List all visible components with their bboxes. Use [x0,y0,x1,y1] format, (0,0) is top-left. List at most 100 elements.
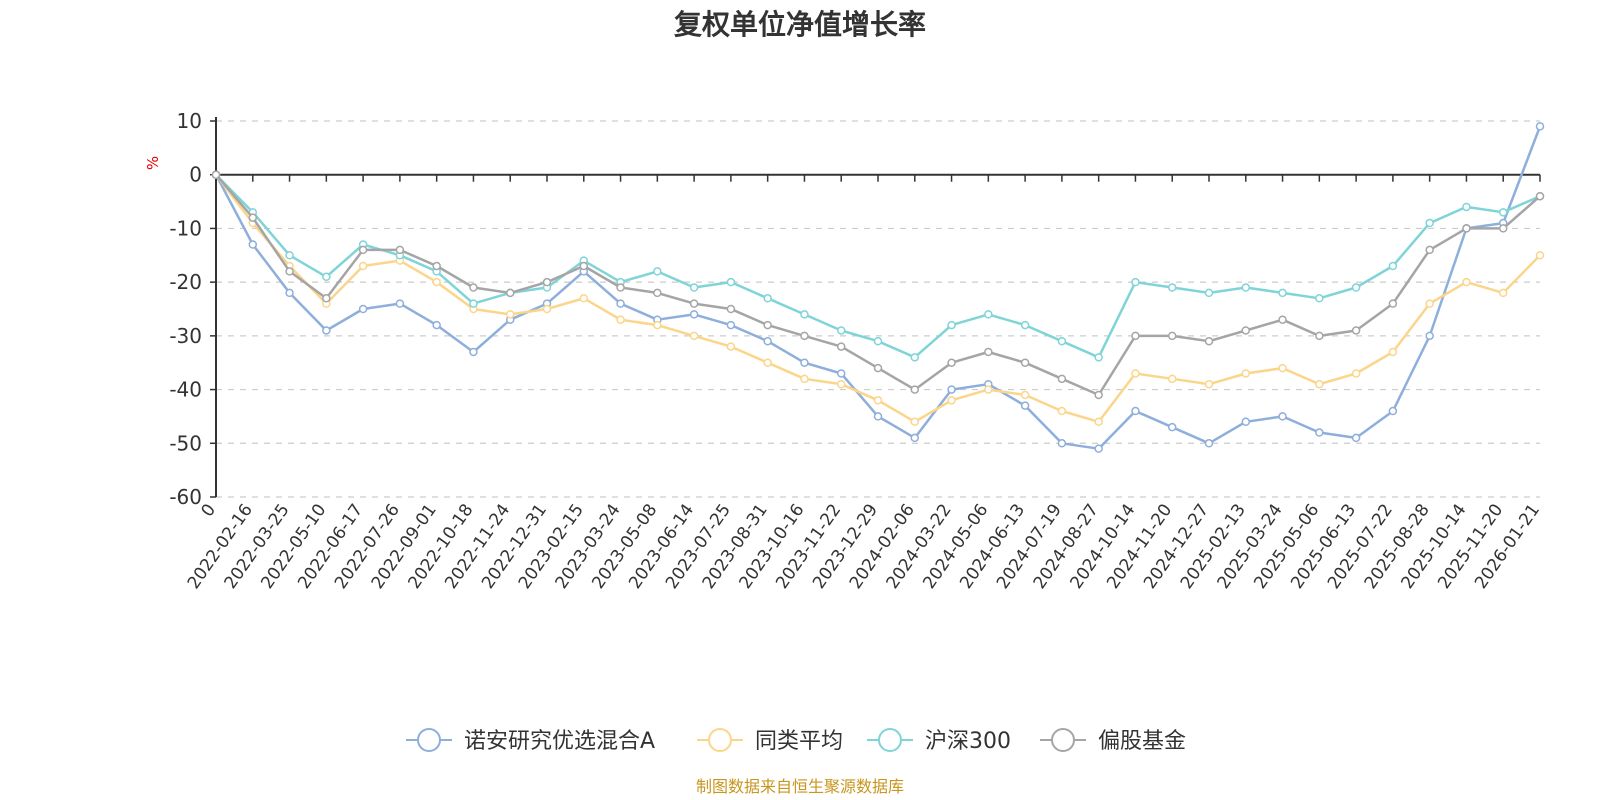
data-point [836,379,846,389]
data-point [984,310,993,319]
data-point [689,283,699,292]
data-point [248,240,258,249]
data-point [1425,299,1434,308]
legend-label: 沪深300 [925,729,1011,754]
x-tick-label: 0 [198,500,221,520]
data-point [1094,390,1103,400]
data-point [1131,406,1140,416]
data-point [1167,331,1177,341]
data-point [616,299,625,308]
data-point [653,320,662,330]
data-point [505,288,515,298]
data-point [1278,288,1287,298]
data-point [873,363,883,373]
data-point [1278,412,1287,421]
legend-item[interactable]: 沪深300 [867,728,1011,754]
y-tick-label: -50 [169,431,202,455]
data-point [248,213,258,222]
data-point [1278,315,1287,324]
legend-label: 诺安研究优选混合A [464,729,655,754]
data-point [1388,299,1398,308]
data-point [763,358,772,367]
data-point [873,336,883,346]
data-point [1204,288,1214,298]
data-point [1535,191,1545,201]
data-point [322,294,331,303]
data-point [1204,379,1214,389]
series-偏股基金 [211,170,1545,400]
data-point [763,336,772,346]
data-point [542,304,552,314]
data-point [653,288,662,298]
data-point [432,320,441,330]
data-point [910,385,920,394]
data-point [395,299,405,308]
data-point [1315,379,1324,389]
data-point [726,304,736,314]
data-point [358,261,368,271]
series-同类平均 [211,170,1545,427]
legend-item[interactable]: 同类平均 [697,728,843,754]
data-point [1425,245,1434,255]
data-point [616,283,625,292]
data-point [910,417,920,427]
data-point [322,272,331,282]
data-point [947,358,956,367]
axes: 100-10-20-30-40-50-6002022-02-162022-03-… [169,109,1544,593]
legend-circle-icon [708,728,732,752]
data-point [873,396,883,405]
chart-title: 复权单位净值增长率 [674,8,926,41]
data-point [836,342,846,351]
data-point [984,385,993,394]
data-point [1094,444,1103,453]
data-point [1094,353,1103,362]
legend-item[interactable]: 诺安研究优选混合A [406,728,655,754]
legend-item[interactable]: 偏股基金 [1040,728,1186,754]
series-line [215,173,1541,359]
data-point [469,347,478,357]
data-point [1351,433,1361,443]
data-point [542,277,552,287]
y-axis-unit: % [144,156,162,170]
data-point [984,347,993,357]
data-point [1204,336,1214,346]
data-point [947,385,956,394]
data-point [1535,122,1545,131]
data-point [1204,439,1214,448]
y-tick-label: -20 [169,270,202,294]
data-point [1351,326,1361,335]
data-point [1388,406,1398,416]
data-point [1388,261,1398,271]
series-诺安研究优选混合A [211,122,1545,453]
data-point [836,326,846,335]
legend[interactable]: 诺安研究优选混合A 同类平均 沪深300 偏股基金 [406,728,1186,754]
data-point [1057,439,1067,448]
data-point [653,267,662,276]
data-point [1057,336,1067,346]
data-point [1388,347,1398,357]
data-point [285,267,294,276]
data-point [579,294,589,303]
y-tick-label: -30 [169,324,202,348]
data-point [1241,283,1251,292]
data-point [800,358,809,367]
data-point [285,251,294,260]
legend-label: 同类平均 [755,729,843,754]
data-point [836,369,846,378]
data-point [873,412,883,421]
data-point [1020,390,1030,400]
data-point [1131,331,1140,341]
y-tick-label: -10 [169,216,202,240]
data-point [1241,417,1251,427]
data-point [1094,417,1103,427]
data-point [1351,369,1361,378]
data-point [763,320,772,330]
data-point [689,299,699,308]
data-point [1167,422,1177,432]
series-line [215,173,1541,424]
legend-circle-icon [1051,728,1075,752]
data-point [800,310,809,319]
data-point [1020,320,1030,330]
data-point [1462,277,1471,287]
data-point [1278,363,1287,373]
